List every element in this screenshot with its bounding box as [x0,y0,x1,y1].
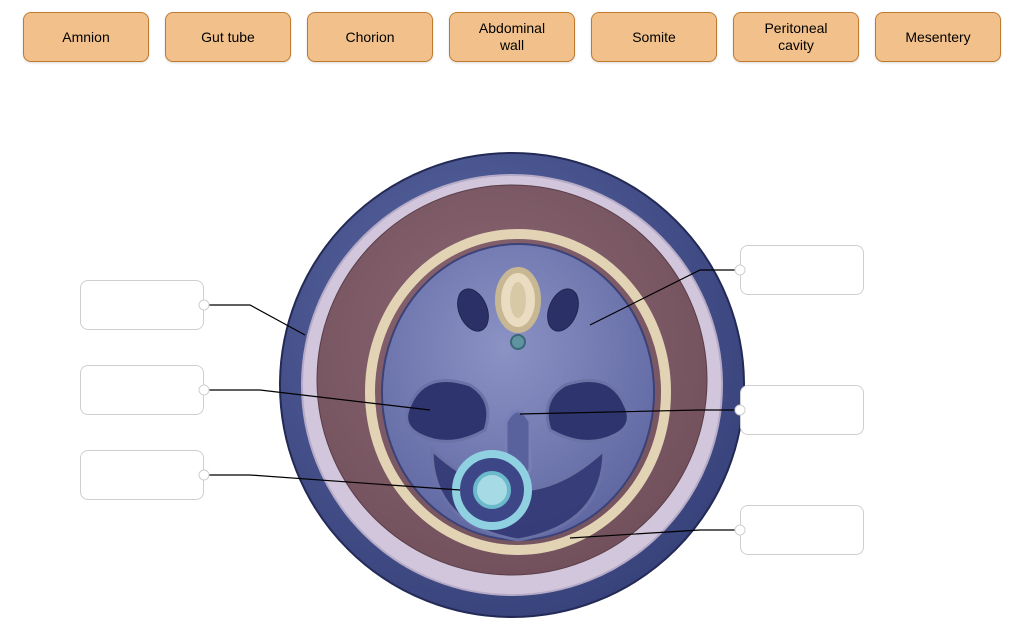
term-chorion[interactable]: Chorion [307,12,433,62]
term-label: Amnion [62,29,109,46]
term-label: Chorion [345,29,394,46]
term-peritoneal-cavity[interactable]: Peritonealcavity [733,12,859,62]
term-label: Mesentery [905,29,970,46]
term-label: Somite [632,29,676,46]
term-label: Gut tube [201,29,255,46]
term-label: Abdominalwall [479,20,545,54]
terms-row: Amnion Gut tube Chorion Abdominalwall So… [0,12,1024,62]
dropzone-left-2[interactable] [80,365,204,415]
term-somite[interactable]: Somite [591,12,717,62]
peritoneal-cavity-left [407,381,488,442]
gut-tube-inner [475,473,509,507]
dropzone-right-2[interactable] [740,385,864,435]
term-mesentery[interactable]: Mesentery [875,12,1001,62]
dropzone-left-3[interactable] [80,450,204,500]
term-label: Peritonealcavity [764,20,827,54]
dropzone-right-3[interactable] [740,505,864,555]
dropzone-left-1[interactable] [80,280,204,330]
term-abdominal-wall[interactable]: Abdominalwall [449,12,575,62]
neural-tube-lumen [510,282,526,318]
peritoneal-cavity-right [547,381,628,442]
term-amnion[interactable]: Amnion [23,12,149,62]
embryo-cross-section-diagram [260,130,760,630]
dropzone-right-1[interactable] [740,245,864,295]
term-gut-tube[interactable]: Gut tube [165,12,291,62]
notochord [511,335,525,349]
